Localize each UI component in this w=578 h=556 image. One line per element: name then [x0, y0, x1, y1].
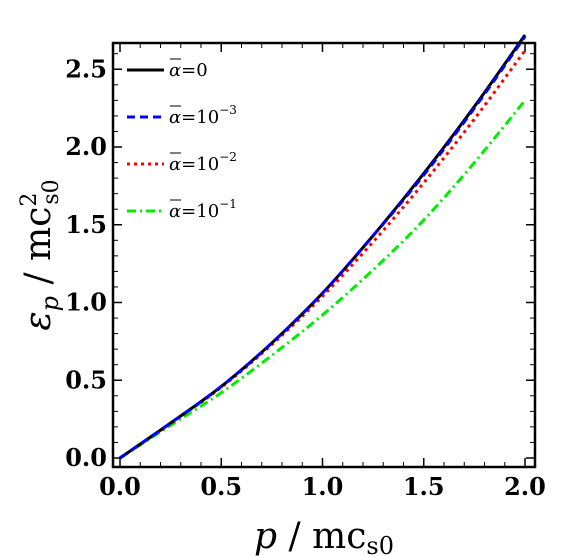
series-line-1 [119, 35, 527, 460]
x-tick-label: 0.0 [99, 472, 141, 501]
y-axis-title: εp / mc2s0 [17, 179, 64, 330]
x-axis-title: p / mcs0 [254, 516, 394, 556]
legend-label-1: α=10−3 [169, 103, 237, 128]
legend-label-0: α=0 [169, 60, 208, 81]
x-tick-label: 1.5 [403, 472, 445, 501]
series-line-0 [119, 34, 527, 460]
y-tick-label: 1.5 [65, 210, 107, 239]
y-tick-label: 1.0 [65, 288, 107, 317]
y-tick-label: 0.5 [65, 365, 107, 394]
series-layer [119, 34, 527, 460]
ticks: 0.0 0.5 1.0 1.5 2.0 0.0 0.5 1.0 1.5 2.0 2.5 [65, 43, 546, 501]
y-tick-label: 2.0 [65, 132, 107, 161]
legend: α=0 α=10−3 α=10−2 α=10−1 [127, 58, 237, 222]
x-tick-label: 1.0 [302, 472, 344, 501]
legend-label-2: α=10−2 [169, 150, 237, 175]
x-tick-label: 0.5 [200, 472, 242, 501]
y-tick-label: 0.0 [65, 443, 107, 472]
legend-label-3: α=10−1 [169, 197, 237, 222]
x-tick-label: 2.0 [504, 472, 546, 501]
y-tick-label: 2.5 [65, 54, 107, 83]
plot-frame [111, 41, 537, 469]
series-line-2 [119, 49, 527, 460]
series-line-3 [119, 99, 527, 460]
